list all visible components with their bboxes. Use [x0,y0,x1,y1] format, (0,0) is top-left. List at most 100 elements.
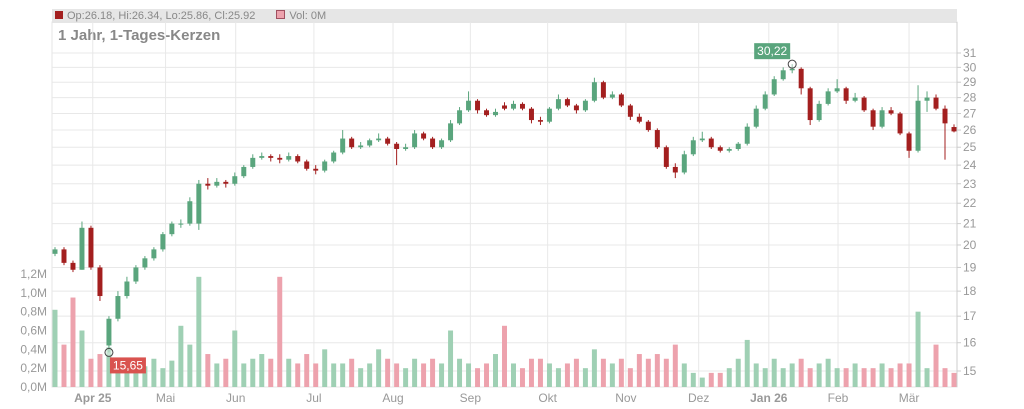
candle-body [897,113,903,134]
volume-bar [196,276,202,387]
volume-bar [672,344,678,387]
candle-body [322,161,328,171]
candle-body [843,88,849,101]
candle [591,77,597,103]
volume-bar [286,358,292,387]
candle [654,128,660,149]
candle [906,131,912,158]
candle [277,154,283,164]
candle-body [663,147,669,167]
volume-bar [70,297,76,387]
candle-body [933,97,939,109]
candle-body [807,88,813,121]
candle [358,142,364,149]
price-tick-label: 30 [963,60,977,74]
candle-body [466,100,472,111]
candle [789,64,795,74]
candle-body [214,181,220,186]
volume-bar [349,358,355,387]
volume-bar [789,363,795,387]
candle-body [762,94,768,109]
volume-bar [439,363,445,387]
candle-body [241,166,247,177]
candle-body [564,99,570,106]
candle-body [726,148,732,151]
month-tick-label: Mai [156,391,175,405]
volume-bar [502,325,507,387]
price-tick-label: 26 [963,123,977,137]
ohlc-legend: Op:26.18, Hi:26.34, Lo:25.86, Cl:25.92 [67,10,256,22]
candle [807,86,813,126]
candle-body [61,249,67,263]
volume-bar [852,363,858,387]
candle-body [888,110,894,114]
volume-bar [681,363,687,387]
candle-body [825,91,831,104]
candle-body [358,145,364,148]
volume-bar [609,363,615,387]
candle [708,136,714,149]
volume-bar [708,372,714,387]
candle [744,123,750,146]
volume-bar [142,366,148,387]
month-tick-label: Jan 26 [750,391,788,405]
candle [178,219,184,228]
candle-body [636,116,642,122]
candle-body [942,108,948,124]
candle [403,143,409,151]
volume-bar [448,330,454,387]
volume-bar [385,358,391,387]
candle-body [735,143,741,149]
volume-bar [178,325,184,387]
candle-body [618,94,624,106]
candle-body [259,156,265,158]
price-tick-label: 31 [963,46,977,60]
volume-bar [133,368,139,387]
candle [726,147,732,153]
candle-body [681,154,687,173]
candle-body [511,103,516,109]
volume-bar [627,368,633,387]
candle-body [367,140,373,146]
volume-bar [340,363,346,387]
candle [493,108,498,117]
candle [430,136,436,149]
legend-bar: Op:26.18, Hi:26.34, Lo:25.86, Cl:25.92 V… [52,9,957,23]
candle-body [654,130,660,148]
candle-body [196,183,202,224]
candle [376,133,382,143]
candle [780,67,786,81]
volume-bar [834,368,840,387]
candle [79,221,85,270]
candle [340,130,346,155]
volume-tick-label: 1,2M [20,267,47,281]
volume-bar [600,358,606,387]
candle-body [555,99,561,109]
candle [106,316,112,353]
candle-body [385,138,391,144]
price-tick-label: 20 [963,238,977,252]
candle [250,154,256,169]
volume-bar [861,368,867,387]
candle [88,225,94,270]
candle [457,107,463,126]
month-tick-label: Dez [688,391,709,405]
volume-bar [268,358,274,387]
volume-bar [924,368,930,387]
candle [681,150,687,175]
candle [331,150,337,164]
candle [61,247,67,266]
volume-bar [753,363,759,387]
high-marker-circle [787,59,797,69]
volume-bar [654,354,660,387]
candle-body [627,105,633,117]
candle [924,91,930,112]
volume-bar [250,358,256,387]
candle-body [313,168,319,171]
candle [627,103,633,121]
candle-body [169,223,175,235]
candle [232,172,238,186]
candle [214,178,220,188]
month-tick-label: Apr 25 [74,391,112,405]
